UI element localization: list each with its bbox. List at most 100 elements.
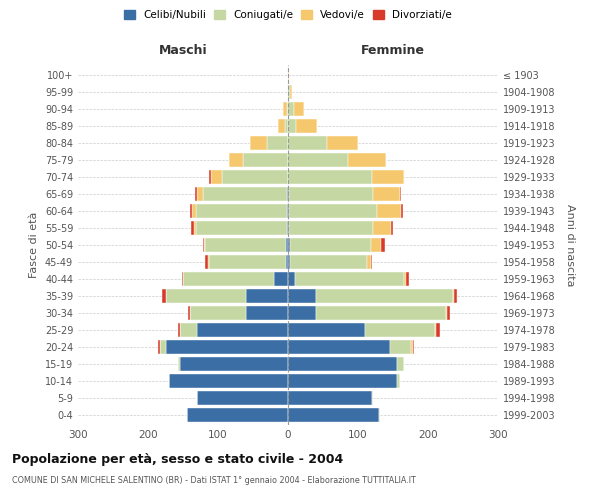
Bar <box>296 119 317 133</box>
Bar <box>288 221 289 235</box>
Bar <box>209 255 286 269</box>
Bar <box>203 238 204 252</box>
Bar <box>288 187 289 201</box>
Text: Maschi: Maschi <box>158 44 208 57</box>
Bar <box>205 238 286 252</box>
Bar <box>286 238 288 252</box>
Bar <box>452 289 454 303</box>
Bar <box>169 374 288 388</box>
Y-axis label: Fasce di età: Fasce di età <box>29 212 39 278</box>
Bar <box>191 221 193 235</box>
Bar <box>286 255 288 269</box>
Bar <box>211 170 221 184</box>
Bar <box>196 204 287 218</box>
Bar <box>295 272 404 286</box>
Bar <box>190 306 246 320</box>
Bar <box>246 306 288 320</box>
Bar <box>197 391 288 405</box>
Bar <box>203 187 287 201</box>
Bar <box>288 323 365 337</box>
Bar <box>288 153 347 167</box>
Bar <box>288 85 290 99</box>
Bar <box>436 323 440 337</box>
Bar <box>381 238 385 252</box>
Bar <box>183 272 274 286</box>
Bar <box>197 323 288 337</box>
Bar <box>365 323 435 337</box>
Bar <box>162 289 166 303</box>
Bar <box>389 340 410 354</box>
Bar <box>197 187 203 201</box>
Bar <box>406 272 409 286</box>
Text: Popolazione per età, sesso e stato civile - 2004: Popolazione per età, sesso e stato civil… <box>12 452 343 466</box>
Bar <box>182 272 183 286</box>
Bar <box>316 306 445 320</box>
Bar <box>377 204 401 218</box>
Bar <box>284 119 288 133</box>
Bar <box>158 340 160 354</box>
Bar <box>404 272 406 286</box>
Bar <box>250 136 267 150</box>
Bar <box>192 204 196 218</box>
Bar <box>208 255 209 269</box>
Bar <box>371 255 372 269</box>
Bar <box>288 136 326 150</box>
Bar <box>435 323 436 337</box>
Bar <box>283 102 287 116</box>
Bar <box>267 136 288 150</box>
Bar <box>166 340 288 354</box>
Bar <box>205 255 208 269</box>
Bar <box>209 170 211 184</box>
Bar <box>371 238 381 252</box>
Bar <box>288 272 295 286</box>
Bar <box>274 272 288 286</box>
Bar <box>289 204 377 218</box>
Bar <box>293 102 304 116</box>
Bar <box>454 289 457 303</box>
Text: Femmine: Femmine <box>361 44 425 57</box>
Bar <box>401 204 403 218</box>
Bar <box>288 374 397 388</box>
Bar <box>288 102 293 116</box>
Bar <box>288 357 397 371</box>
Bar <box>193 221 196 235</box>
Bar <box>288 255 290 269</box>
Bar <box>410 340 413 354</box>
Text: COMUNE DI SAN MICHELE SALENTINO (BR) - Dati ISTAT 1° gennaio 2004 - Elaborazione: COMUNE DI SAN MICHELE SALENTINO (BR) - D… <box>12 476 416 485</box>
Bar <box>288 408 379 422</box>
Bar <box>195 187 197 201</box>
Bar <box>288 340 389 354</box>
Bar <box>326 136 358 150</box>
Bar <box>445 306 447 320</box>
Bar <box>287 187 288 201</box>
Bar <box>290 238 371 252</box>
Bar <box>287 204 288 218</box>
Bar <box>400 187 401 201</box>
Bar <box>178 357 179 371</box>
Bar <box>372 391 373 405</box>
Bar <box>160 340 166 354</box>
Bar <box>397 374 400 388</box>
Bar <box>447 306 451 320</box>
Bar <box>229 153 242 167</box>
Y-axis label: Anni di nascita: Anni di nascita <box>565 204 575 286</box>
Bar <box>288 306 316 320</box>
Bar <box>288 119 296 133</box>
Bar <box>289 221 373 235</box>
Bar <box>379 408 380 422</box>
Bar <box>166 289 246 303</box>
Bar <box>242 153 288 167</box>
Bar <box>288 238 290 252</box>
Bar <box>413 340 414 354</box>
Bar <box>288 68 289 82</box>
Bar <box>178 323 179 337</box>
Bar <box>221 170 288 184</box>
Bar <box>391 221 393 235</box>
Bar <box>373 187 400 201</box>
Bar <box>196 221 287 235</box>
Bar <box>316 289 452 303</box>
Bar <box>288 170 372 184</box>
Bar <box>347 153 386 167</box>
Bar <box>277 119 284 133</box>
Bar <box>187 408 288 422</box>
